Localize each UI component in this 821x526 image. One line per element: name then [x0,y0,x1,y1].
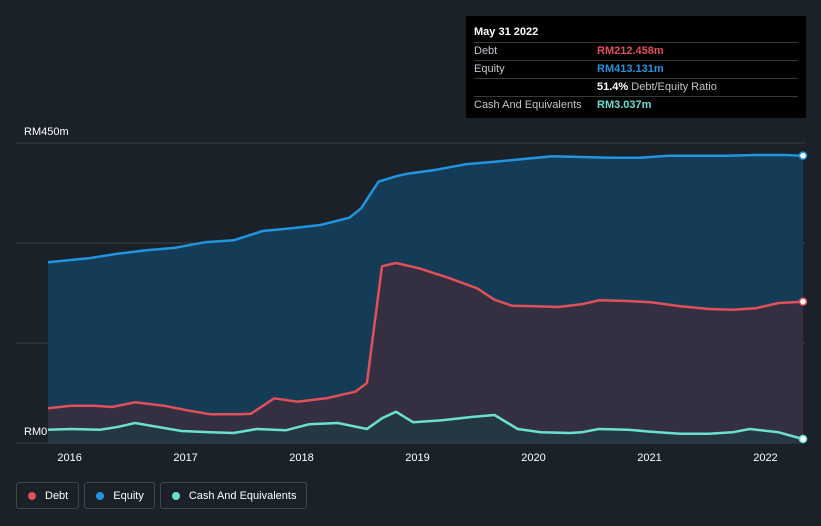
series-end-markers [798,151,808,444]
legend-label: Debt [45,489,69,502]
debt-dot-icon [28,491,36,500]
tooltip-row-ratio: 51.4% Debt/Equity Ratio [474,78,798,96]
y-axis-top-label: RM450m [24,126,69,138]
cash-end-marker [798,434,808,444]
debt-end-marker [798,297,808,306]
tooltip-value: RM212.458m [597,45,664,57]
debt-area [48,263,803,443]
legend-item-equity[interactable]: Equity [84,482,155,509]
x-tick-label: 2021 [637,452,661,464]
legend-item-cash[interactable]: Cash And Equivalents [159,482,308,509]
equity-dot-icon [96,491,105,500]
tooltip-value: 51.4% Debt/Equity Ratio [597,79,717,96]
chart-legend: Debt Equity Cash And Equivalents [16,482,308,509]
ratio-caption: Debt/Equity Ratio [631,81,717,93]
series-areas [48,155,803,443]
legend-label: Equity [113,489,144,502]
tooltip-row-cash: Cash And Equivalents RM3.037m [474,96,798,114]
tooltip-row-equity: Equity RM413.131m [474,60,798,78]
tooltip-label: Debt [474,45,498,57]
x-tick-label: 2018 [289,452,313,464]
x-tick-label: 2020 [521,452,545,464]
x-tick-label: 2017 [173,452,197,464]
x-tick-label: 2022 [753,452,777,464]
x-tick-label: 2019 [405,452,429,464]
tooltip-row-debt: Debt RM212.458m [474,42,798,60]
x-tick-label: 2016 [57,452,81,464]
series-lines [47,153,804,441]
debt-line [47,261,804,416]
cash-dot-icon [171,491,180,500]
tooltip-label: Cash And Equivalents [474,99,582,111]
equity-line [47,153,804,264]
legend-item-debt[interactable]: Debt [16,482,80,509]
y-axis-bottom-label: RM0 [24,426,47,438]
tooltip-value: RM3.037m [597,99,652,111]
tooltip-value: RM413.131m [597,63,664,75]
cash-line [47,410,804,441]
legend-label: Cash And Equivalents [188,489,297,502]
tooltip-panel: May 31 2022 Debt RM212.458m Equity RM413… [466,16,806,118]
tooltip-label: Equity [474,63,505,75]
cash-area [48,411,803,443]
x-axis-ticks: 2016 2017 2018 2019 2020 2021 2022 [57,452,777,464]
equity-end-marker [798,151,808,160]
ratio-value: 51.4% [597,81,629,93]
tooltip-date: May 31 2022 [474,26,539,38]
tooltip-label [474,79,597,96]
